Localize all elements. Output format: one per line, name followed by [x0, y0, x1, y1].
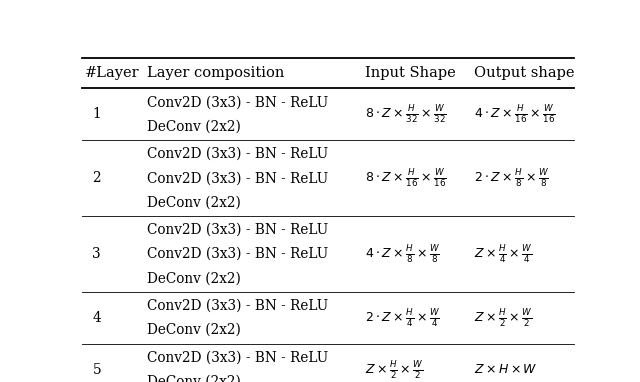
- Text: Conv2D (3x3) - BN - ReLU: Conv2D (3x3) - BN - ReLU: [147, 351, 328, 365]
- Text: $2 \cdot Z\times \frac{H}{4}\times \frac{W}{4}$: $2 \cdot Z\times \frac{H}{4}\times \frac…: [365, 307, 440, 329]
- Text: DeConv (2x2): DeConv (2x2): [147, 375, 241, 382]
- Text: 4: 4: [92, 311, 101, 325]
- Text: $Z\times \frac{H}{2}\times \frac{W}{2}$: $Z\times \frac{H}{2}\times \frac{W}{2}$: [474, 307, 533, 329]
- Text: $Z\times \frac{H}{4}\times \frac{W}{4}$: $Z\times \frac{H}{4}\times \frac{W}{4}$: [474, 243, 533, 265]
- Text: Input Shape: Input Shape: [365, 66, 456, 80]
- Text: $8 \cdot Z\times \frac{H}{16}\times \frac{W}{16}$: $8 \cdot Z\times \frac{H}{16}\times \fra…: [365, 167, 447, 189]
- Text: $Z\times \frac{H}{2}\times \frac{W}{2}$: $Z\times \frac{H}{2}\times \frac{W}{2}$: [365, 359, 424, 380]
- Text: 3: 3: [92, 247, 101, 261]
- Text: 2: 2: [92, 171, 101, 185]
- Text: Conv2D (3x3) - BN - ReLU: Conv2D (3x3) - BN - ReLU: [147, 223, 328, 237]
- Text: Conv2D (3x3) - BN - ReLU: Conv2D (3x3) - BN - ReLU: [147, 171, 328, 185]
- Text: Output shape: Output shape: [474, 66, 575, 80]
- Text: DeConv (2x2): DeConv (2x2): [147, 195, 241, 209]
- Text: 1: 1: [92, 107, 101, 121]
- Text: DeConv (2x2): DeConv (2x2): [147, 271, 241, 285]
- Text: #Layer: #Layer: [85, 66, 140, 80]
- Text: $Z\times H\times W$: $Z\times H\times W$: [474, 363, 538, 376]
- Text: $8 \cdot Z\times \frac{H}{32}\times \frac{W}{32}$: $8 \cdot Z\times \frac{H}{32}\times \fra…: [365, 104, 447, 125]
- Text: Layer composition: Layer composition: [147, 66, 284, 80]
- Text: Conv2D (3x3) - BN - ReLU: Conv2D (3x3) - BN - ReLU: [147, 299, 328, 313]
- Text: Conv2D (3x3) - BN - ReLU: Conv2D (3x3) - BN - ReLU: [147, 147, 328, 161]
- Text: 5: 5: [92, 363, 101, 377]
- Text: $4 \cdot Z\times \frac{H}{16}\times \frac{W}{16}$: $4 \cdot Z\times \frac{H}{16}\times \fra…: [474, 104, 556, 125]
- Text: $2 \cdot Z\times \frac{H}{8}\times \frac{W}{8}$: $2 \cdot Z\times \frac{H}{8}\times \frac…: [474, 167, 549, 189]
- Text: Conv2D (3x3) - BN - ReLU: Conv2D (3x3) - BN - ReLU: [147, 96, 328, 109]
- Text: Conv2D (3x3) - BN - ReLU: Conv2D (3x3) - BN - ReLU: [147, 247, 328, 261]
- Text: $4 \cdot Z\times \frac{H}{8}\times \frac{W}{8}$: $4 \cdot Z\times \frac{H}{8}\times \frac…: [365, 243, 440, 265]
- Text: DeConv (2x2): DeConv (2x2): [147, 120, 241, 133]
- Text: DeConv (2x2): DeConv (2x2): [147, 323, 241, 337]
